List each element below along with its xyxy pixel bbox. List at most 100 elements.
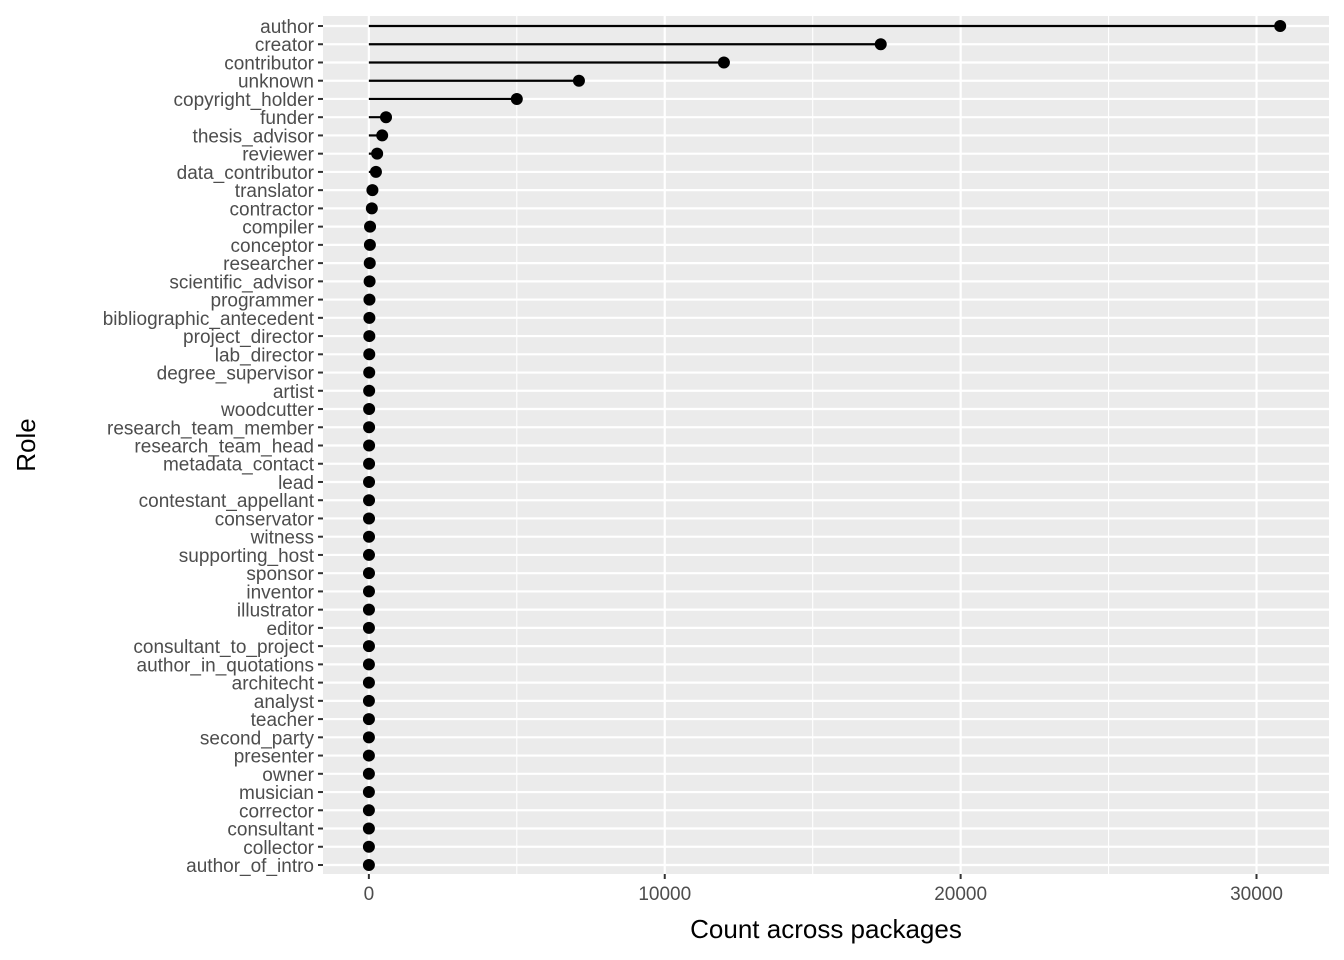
y-tick-label-conceptor: conceptor	[231, 236, 315, 257]
y-tick-label-copyright_holder: copyright_holder	[174, 90, 315, 111]
y-tick-label-illustrator: illustrator	[237, 601, 315, 622]
y-tick-label-consultant: consultant	[227, 820, 314, 841]
lollipop-point-collector	[362, 840, 375, 853]
lollipop-point-conceptor	[363, 238, 376, 251]
lollipop-segments	[368, 24, 1281, 867]
lollipop-point-inventor	[362, 585, 375, 598]
y-tick-label-compiler: compiler	[242, 218, 314, 239]
y-tick-label-corrector: corrector	[239, 801, 315, 822]
y-tick-label-metadata_contact: metadata_contact	[163, 455, 315, 476]
y-tick-label-lab_director: lab_director	[215, 345, 315, 366]
y-tick-label-sponsor: sponsor	[246, 564, 314, 585]
y-axis-title: Role	[11, 418, 41, 471]
lollipop-point-metadata_contact	[363, 457, 376, 470]
x-axis-ticks: 0 10000 20000 30000	[364, 874, 1283, 905]
y-tick-label-contestant_appellant: contestant_appellant	[139, 491, 315, 512]
y-tick-label-reviewer: reviewer	[242, 145, 314, 166]
y-tick-label-author_in_quotations: author_in_quotations	[137, 655, 314, 676]
lollipop-point-programmer	[363, 293, 376, 306]
y-tick-label-scientific_advisor: scientific_advisor	[169, 272, 314, 293]
lollipop-point-woodcutter	[363, 403, 376, 416]
lollipop-point-contractor	[365, 202, 378, 215]
x-axis-title: Count across packages	[690, 914, 962, 944]
lollipop-point-supporting_host	[362, 548, 375, 561]
y-tick-label-degree_supervisor: degree_supervisor	[157, 364, 315, 385]
y-tick-label-woodcutter: woodcutter	[220, 400, 315, 421]
lollipop-point-corrector	[362, 804, 375, 817]
y-tick-label-consultant_to_project: consultant_to_project	[133, 637, 314, 658]
lollipop-point-presenter	[362, 749, 375, 762]
y-axis-ticks: authorcreatorcontributorunknowncopyright…	[103, 17, 323, 877]
y-tick-label-analyst: analyst	[254, 692, 315, 713]
lollipop-point-lead	[363, 475, 376, 488]
lollipop-point-translator	[366, 184, 379, 197]
lollipop-point-musician	[362, 786, 375, 799]
y-tick-label-collector: collector	[243, 838, 314, 859]
lollipop-point-analyst	[362, 694, 375, 707]
lollipop-point-unknown	[572, 74, 585, 87]
lollipop-point-consultant_to_project	[362, 640, 375, 653]
y-tick-label-witness: witness	[250, 528, 314, 549]
lollipop-point-thesis_advisor	[376, 129, 389, 142]
x-tick-label: 30000	[1230, 884, 1283, 905]
lollipop-point-copyright_holder	[510, 92, 523, 105]
lollipop-point-funder	[380, 111, 393, 124]
lollipop-point-sponsor	[362, 567, 375, 580]
lollipop-point-owner	[362, 767, 375, 780]
lollipop-point-author_in_quotations	[362, 658, 375, 671]
y-tick-label-researcher: researcher	[223, 254, 314, 275]
lollipop-point-project_director	[363, 330, 376, 343]
lollipop-point-contestant_appellant	[363, 494, 376, 507]
lollipop-point-contributor	[717, 56, 730, 69]
y-tick-label-editor: editor	[266, 619, 314, 640]
lollipop-point-editor	[362, 621, 375, 634]
lollipop-point-data_contributor	[369, 165, 382, 178]
y-tick-label-thesis_advisor: thesis_advisor	[193, 126, 315, 147]
lollipop-point-consultant	[362, 822, 375, 835]
y-tick-label-contributor: contributor	[224, 53, 314, 74]
lollipop-points	[362, 20, 1287, 871]
lollipop-point-teacher	[362, 713, 375, 726]
lollipop-point-compiler	[364, 220, 377, 233]
x-tick-label: 10000	[638, 884, 691, 905]
lollipop-point-conservator	[363, 512, 376, 525]
y-tick-label-lead: lead	[278, 473, 314, 494]
lollipop-point-author_of_intro	[362, 859, 375, 871]
y-tick-label-unknown: unknown	[238, 72, 314, 93]
y-tick-label-second_party: second_party	[200, 728, 315, 749]
y-tick-label-architecht: architecht	[232, 674, 315, 695]
y-tick-label-inventor: inventor	[246, 582, 314, 603]
y-tick-label-creator: creator	[255, 35, 315, 56]
lollipop-point-witness	[363, 530, 376, 543]
y-tick-label-artist: artist	[273, 382, 315, 403]
y-tick-label-research_team_member: research_team_member	[107, 418, 315, 439]
y-tick-label-data_contributor: data_contributor	[177, 163, 315, 184]
y-tick-label-project_director: project_director	[183, 327, 315, 348]
lollipop-point-research_team_head	[363, 439, 376, 452]
y-tick-label-owner: owner	[262, 765, 314, 786]
x-tick-label: 20000	[934, 884, 987, 905]
lollipop-point-architecht	[362, 676, 375, 689]
lollipop-point-artist	[363, 384, 376, 397]
y-tick-label-musician: musician	[239, 783, 314, 804]
y-tick-label-presenter: presenter	[234, 747, 315, 768]
lollipop-point-illustrator	[362, 603, 375, 616]
lollipop-point-degree_supervisor	[363, 366, 376, 379]
lollipop-point-researcher	[363, 257, 376, 270]
lollipop-point-research_team_member	[363, 421, 376, 434]
lollipop-point-scientific_advisor	[363, 275, 376, 288]
y-tick-label-author: author	[260, 17, 315, 38]
y-tick-label-supporting_host: supporting_host	[179, 546, 315, 567]
y-tick-label-author_of_intro: author_of_intro	[186, 856, 314, 877]
lollipop-point-creator	[874, 38, 887, 51]
lollipop-point-author	[1274, 20, 1287, 32]
lollipop-point-reviewer	[371, 147, 384, 160]
y-tick-label-programmer: programmer	[211, 291, 315, 312]
x-tick-label: 0	[364, 884, 375, 905]
lollipop-point-second_party	[362, 731, 375, 744]
y-tick-label-contractor: contractor	[230, 199, 315, 220]
lollipop-point-lab_director	[363, 348, 376, 361]
y-tick-label-teacher: teacher	[251, 710, 315, 731]
lollipop-point-bibliographic_antecedent	[363, 311, 376, 324]
